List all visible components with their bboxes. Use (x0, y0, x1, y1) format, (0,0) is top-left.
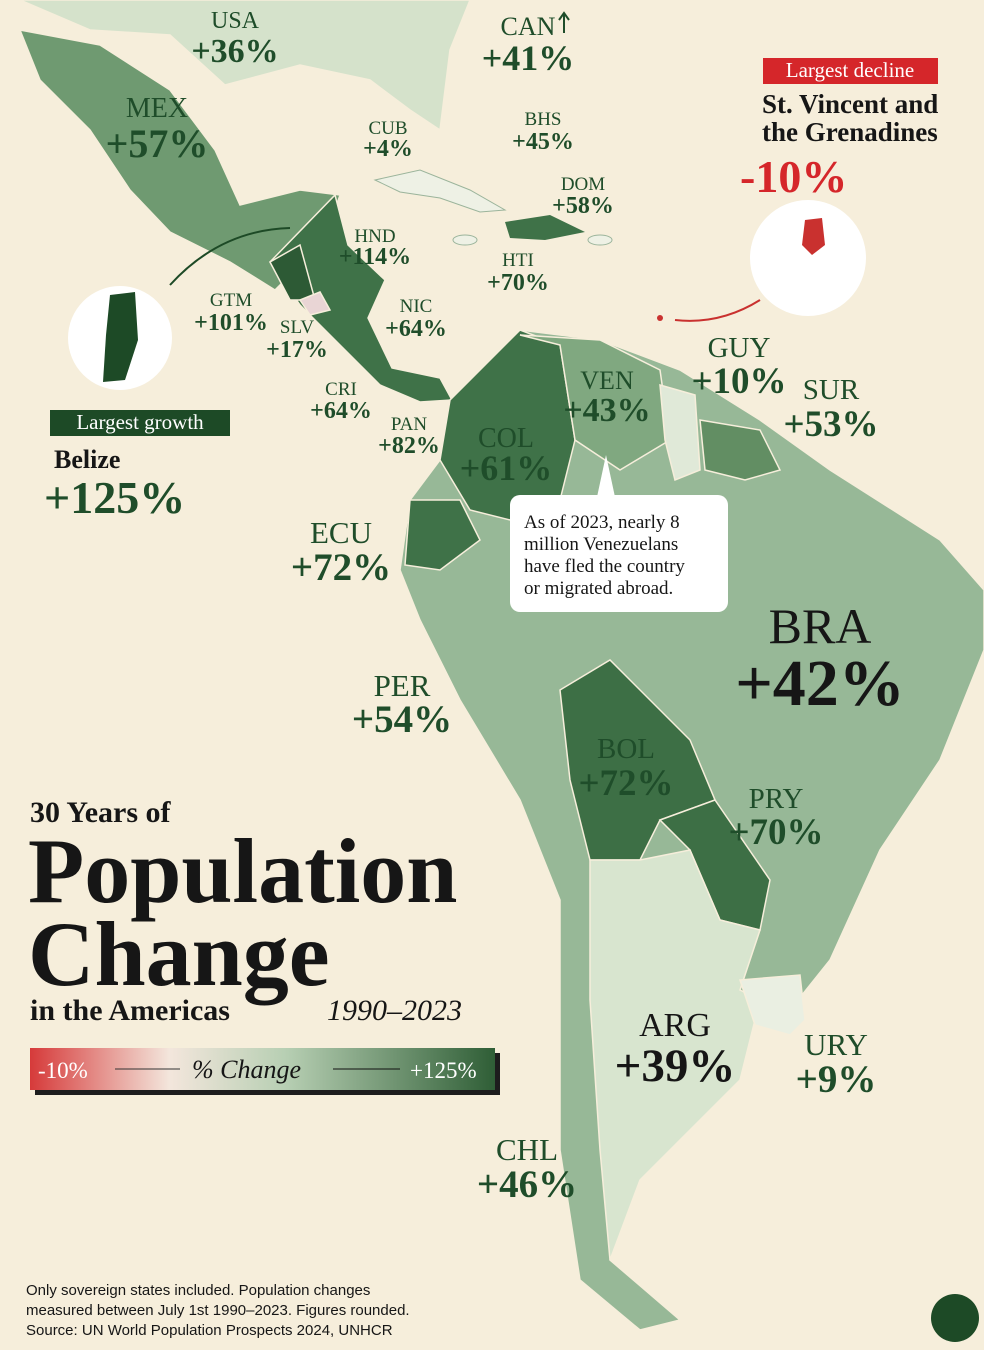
country-change: +17% (266, 337, 328, 363)
subtitle: in the Americas (30, 994, 230, 1027)
legend-min: -10% (38, 1058, 88, 1083)
years: 1990–2023 (327, 994, 462, 1027)
note-pointer (597, 455, 615, 497)
country-code: USA (211, 8, 260, 34)
country-code: HND (354, 226, 395, 247)
country-code: PER (374, 668, 431, 703)
country-change: +72% (291, 546, 391, 589)
country-change: +58% (552, 193, 614, 219)
country-code: BRA (769, 598, 872, 654)
legend-max: +125% (410, 1058, 477, 1083)
country-code: CAN (501, 12, 556, 41)
country-code: CUB (368, 118, 407, 139)
country-change: +61% (460, 448, 553, 488)
country-change: +41% (482, 38, 575, 78)
country-code: ECU (310, 515, 372, 550)
country-change: +101% (194, 310, 268, 336)
country-change: +9% (796, 1058, 877, 1101)
country-change: +42% (735, 647, 905, 720)
decline-tag: Largest decline (786, 58, 914, 82)
growth-tag-bg (50, 410, 230, 436)
country-labels: USA+36% CAN+41% MEX+57% CUB+4% BHS+45% DOM+58… (106, 8, 905, 1206)
country-code: SUR (803, 374, 860, 406)
legend-label: % Change (192, 1055, 301, 1084)
footer: measured between July 1st 1990–2023. Fig… (26, 1302, 410, 1319)
country-change: +70% (487, 270, 549, 296)
title: Change (28, 903, 330, 1005)
country-change: +64% (385, 316, 447, 342)
country-change: +43% (563, 392, 650, 429)
islands (373, 169, 663, 321)
country-code: DOM (561, 174, 605, 195)
belize-arrow (169, 227, 291, 286)
country-change: +10% (691, 361, 786, 402)
note-line: have fled the country (524, 556, 685, 577)
growth-change: +125% (44, 472, 185, 523)
decline-tag-bg (763, 58, 938, 84)
country-code: ARG (639, 1007, 711, 1044)
country-change: +36% (191, 33, 278, 70)
country-change: +64% (310, 398, 372, 424)
country-change: +54% (352, 698, 452, 741)
country-code: PRY (749, 783, 804, 815)
note-line: or migrated abroad. (524, 578, 673, 599)
decline-name: St. Vincent and (762, 89, 938, 119)
growth-name: Belize (54, 445, 120, 474)
country-change: +45% (512, 129, 574, 155)
growth-tag: Largest growth (76, 410, 204, 434)
country-code: GTM (210, 290, 252, 311)
decline-change: -10% (740, 151, 847, 202)
legend-bar (30, 1048, 495, 1090)
decline-name: the Grenadines (762, 117, 938, 147)
note-line: million Venezuelans (524, 534, 678, 555)
footer: Only sovereign states included. Populati… (26, 1282, 370, 1299)
country-code: HTI (502, 250, 534, 271)
title-kicker: 30 Years of (30, 796, 172, 829)
footer: Source: UN World Population Prospects 20… (26, 1322, 393, 1339)
svg-inset (750, 200, 866, 316)
country-code: VEN (580, 366, 634, 395)
country-code: BHS (525, 109, 562, 130)
country-change: +70% (728, 812, 823, 853)
country-change: +53% (783, 404, 878, 445)
country-change: +82% (378, 433, 440, 459)
country-code: COL (478, 423, 534, 454)
country-code: SLV (280, 317, 314, 338)
svg-shape (802, 218, 825, 255)
country-change: +39% (615, 1040, 736, 1092)
country-code: CRI (325, 379, 357, 400)
country-code: CHL (496, 1132, 558, 1167)
note-box (510, 495, 728, 612)
country-change: +57% (106, 121, 209, 166)
country-change: +4% (363, 136, 413, 162)
belize-shape (103, 292, 138, 382)
svg-arrow (674, 299, 761, 322)
note-line: As of 2023, nearly 8 (524, 512, 680, 533)
country-change: +72% (578, 763, 673, 804)
can-arrow (558, 11, 570, 21)
country-change: +46% (477, 1163, 577, 1206)
country-code: BOL (597, 733, 655, 765)
title: Population (28, 820, 457, 922)
country-code: URY (804, 1027, 868, 1062)
country-code: NIC (400, 296, 433, 317)
country-code: GUY (708, 332, 771, 364)
country-code: MEX (126, 93, 188, 124)
country-code: PAN (391, 414, 428, 435)
logo (931, 1294, 979, 1342)
country-change: +114% (339, 244, 411, 270)
